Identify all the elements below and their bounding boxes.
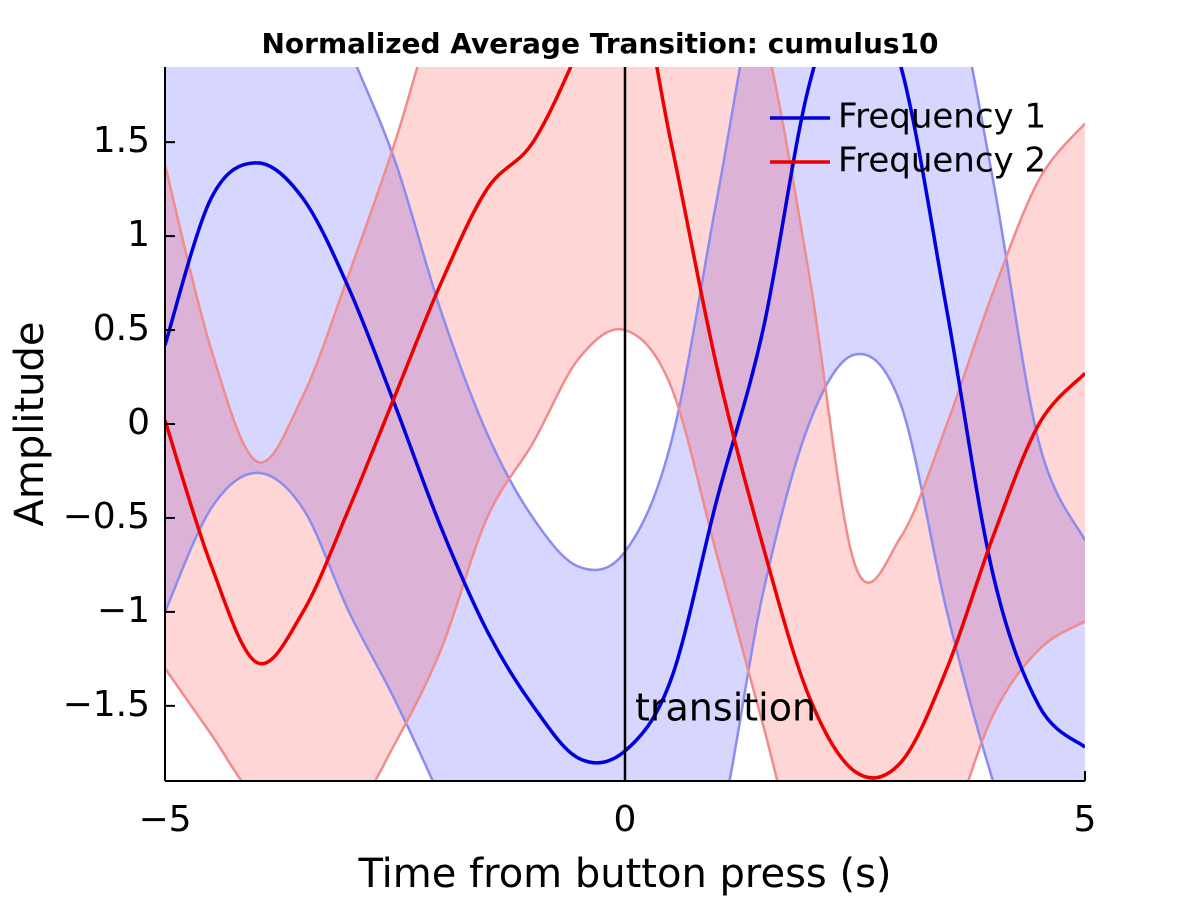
mean-line bbox=[165, 67, 1085, 765]
y-tick-label: −0.5 bbox=[63, 496, 150, 537]
plot-area bbox=[165, 67, 1085, 781]
band-fill bbox=[165, 67, 1085, 781]
y-axis-title: Amplitude bbox=[7, 322, 53, 527]
x-tick-label: −5 bbox=[138, 799, 191, 840]
band-upper-line bbox=[355, 67, 1085, 572]
legend-label: Frequency 2 bbox=[838, 141, 1046, 181]
legend-label: Frequency 1 bbox=[838, 97, 1046, 137]
x-tick-label: 0 bbox=[614, 799, 637, 840]
band-fill bbox=[165, 67, 1085, 781]
band-upper-line bbox=[165, 67, 1085, 584]
band-lower-line bbox=[165, 327, 1085, 781]
y-tick-label: −1.5 bbox=[63, 684, 150, 725]
y-tick-label: 1 bbox=[127, 214, 150, 255]
y-tick-label: 1.5 bbox=[93, 120, 150, 161]
x-tick-label: 5 bbox=[1074, 799, 1097, 840]
x-axis-title: Time from button press (s) bbox=[357, 851, 891, 897]
mean-line bbox=[165, 67, 1085, 780]
y-tick-label: −1 bbox=[97, 590, 150, 631]
band-lower-line bbox=[165, 352, 995, 781]
y-tick-label: 0.5 bbox=[93, 308, 150, 349]
y-tick-label: 0 bbox=[127, 402, 150, 443]
transition-label: transition bbox=[635, 686, 816, 730]
chart-title: Normalized Average Transition: cumulus10 bbox=[261, 27, 938, 60]
